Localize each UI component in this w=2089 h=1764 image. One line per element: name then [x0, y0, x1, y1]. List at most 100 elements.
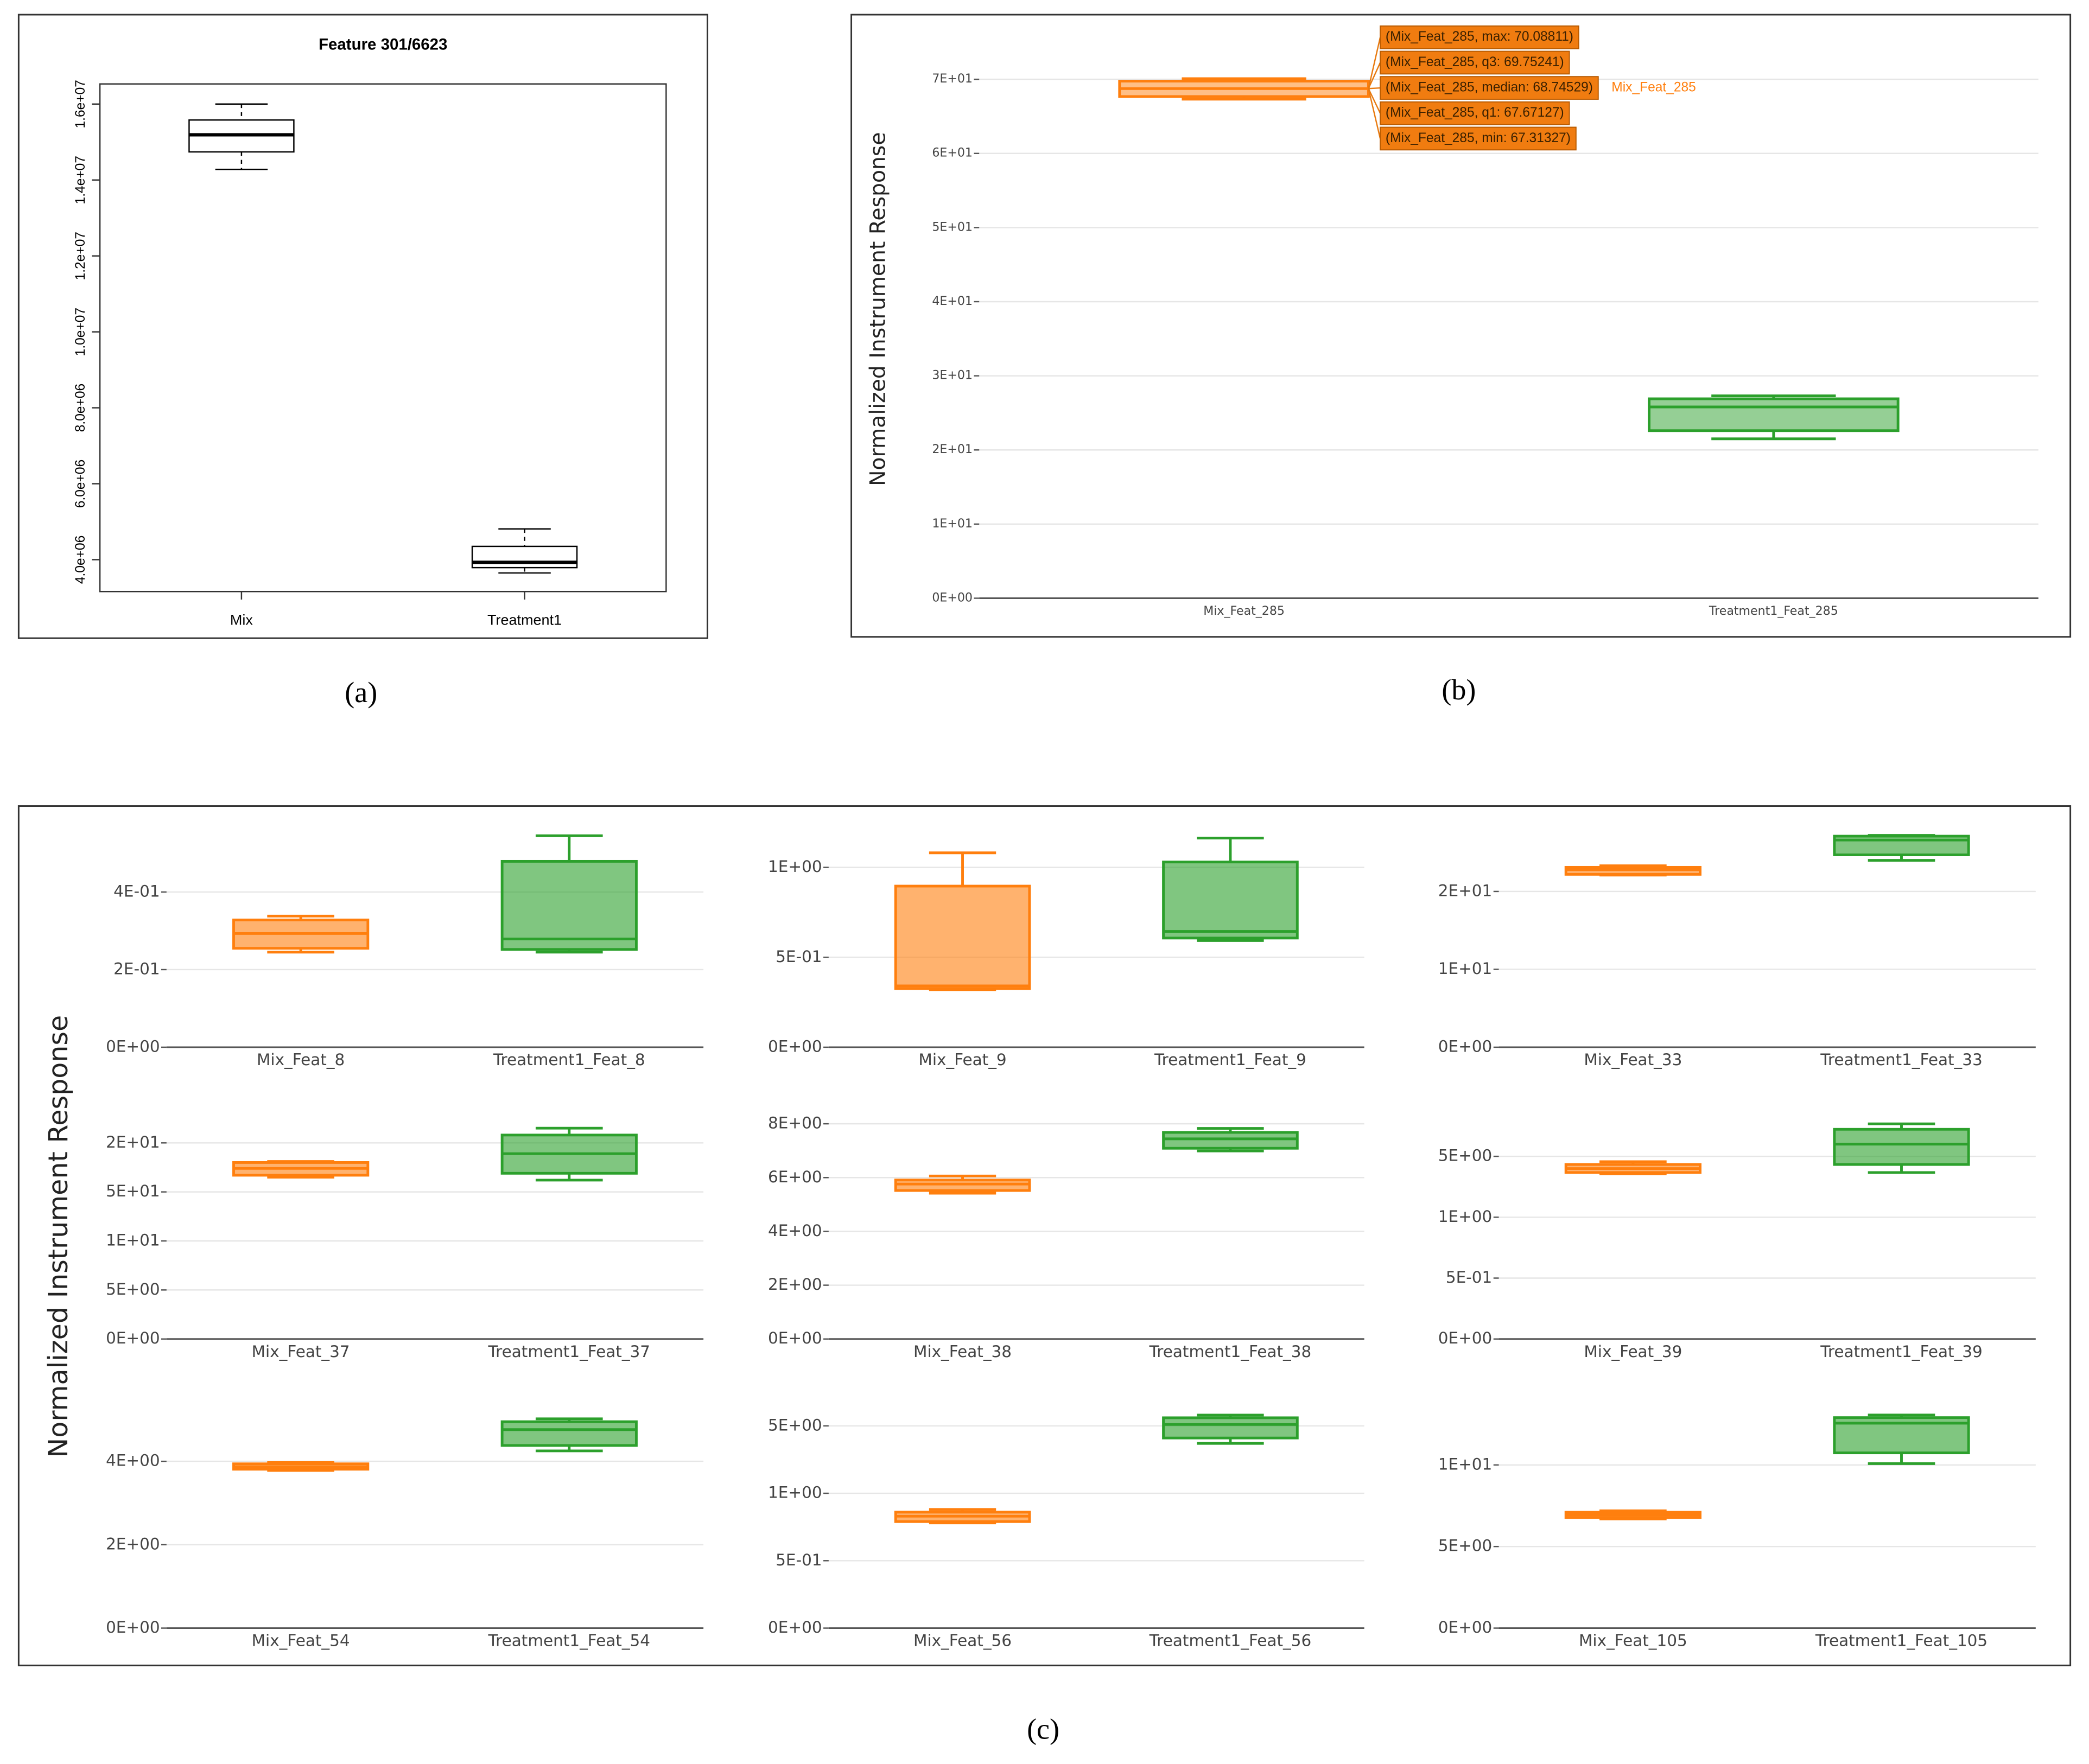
y-tick-label: 1E+01 [1438, 959, 1493, 978]
box [1648, 397, 1900, 432]
x-tick-label: Mix_Feat_37 [252, 1342, 350, 1361]
y-tick-label: 3E+01 [932, 368, 973, 383]
y-tick-label: 0E+00 [932, 590, 973, 604]
y-tick-label: 6E+00 [768, 1168, 822, 1186]
tooltip-text: (Mix_Feat_285, median: 68.74529) [1386, 80, 1593, 95]
y-tick-label: 5E+00 [1438, 1537, 1493, 1555]
y-tick-label: 2E+01 [1438, 881, 1493, 900]
y-tick-label: 1E+01 [106, 1231, 160, 1250]
y-tick-label: 0E+00 [106, 1329, 160, 1347]
y-tick-label: 2E+01 [932, 442, 973, 456]
x-tick-label: Mix_Feat_39 [1584, 1342, 1682, 1361]
y-tick-label: 5E+01 [106, 1182, 160, 1200]
y-tick-label: 1.6e+07 [73, 80, 88, 128]
y-tick-label: 8.0e+06 [73, 384, 88, 432]
y-tick-label: 4E+00 [768, 1221, 822, 1240]
y-tick-label: 0E+00 [1438, 1618, 1493, 1636]
y-tick-label: 4E-01 [113, 882, 160, 900]
x-tick-label: Mix_Feat_56 [913, 1632, 1012, 1650]
y-tick-label: 5E-01 [776, 947, 822, 966]
tooltip-connector [1368, 37, 1381, 89]
box [1162, 1416, 1299, 1440]
y-tick-label: 2E+01 [106, 1133, 160, 1151]
y-tick-label: 1.4e+07 [73, 156, 88, 204]
y-tick-label: 1E+01 [1438, 1455, 1493, 1473]
box [500, 859, 638, 951]
y-tick-label: 5E+00 [106, 1280, 160, 1298]
y-tick-label: 2E-01 [113, 959, 160, 978]
box [1162, 861, 1299, 940]
tooltip-box [1380, 126, 1577, 151]
x-tick-label: Mix_Feat_33 [1584, 1050, 1682, 1069]
y-tick-label: 0E+00 [106, 1037, 160, 1055]
y-tick-label: 2E+00 [106, 1534, 160, 1553]
tooltip-text: (Mix_Feat_285, min: 67.31327) [1386, 131, 1571, 145]
y-tick-label: 8E+00 [768, 1114, 822, 1132]
x-tick-label: Mix_Feat_8 [257, 1050, 345, 1069]
tooltip-box [1380, 25, 1579, 49]
tooltip-connector [1368, 88, 1381, 114]
box [1162, 1131, 1299, 1150]
panel-frame [17, 805, 2072, 1666]
y-tick-label: 4E+00 [106, 1451, 160, 1470]
tooltip-text: (Mix_Feat_285, max: 70.08811) [1386, 29, 1573, 44]
x-tick-label: Mix_Feat_105 [1579, 1632, 1687, 1650]
y-tick-label: 1E+00 [768, 857, 822, 876]
box [500, 1420, 638, 1447]
y-tick-label: 5E+00 [768, 1416, 822, 1434]
x-tick-label: Treatment1_Feat_33 [1820, 1050, 1983, 1069]
y-tick-label: 7E+01 [932, 72, 973, 86]
y-tick-label: 1.0e+07 [73, 308, 88, 356]
tooltip-text: (Mix_Feat_285, q3: 69.75241) [1386, 55, 1564, 69]
tooltip-box [1380, 76, 1599, 100]
y-tick-label: 5E-01 [776, 1551, 822, 1569]
plot-frame [99, 83, 667, 593]
box [894, 884, 1031, 990]
y-tick-label: 1E+00 [1438, 1207, 1493, 1226]
y-axis-label: Normalized Instrument Response [866, 132, 891, 486]
x-tick-label: Mix [230, 612, 253, 628]
y-tick-label: 0E+00 [768, 1329, 822, 1347]
caption: (c) [1027, 1712, 1059, 1745]
x-tick-label: Treatment1_Feat_285 [1709, 604, 1838, 618]
y-tick-label: 0E+00 [1438, 1037, 1493, 1055]
x-tick-label: Mix_Feat_9 [918, 1050, 1006, 1069]
x-tick-label: Mix_Feat_38 [913, 1342, 1012, 1361]
y-tick-label: 6E+01 [932, 146, 973, 160]
tooltip-text: (Mix_Feat_285, q1: 67.67127) [1386, 105, 1564, 120]
tooltip-connector [1368, 88, 1381, 139]
y-tick-label: 6.0e+06 [73, 460, 88, 508]
x-tick-label: Mix_Feat_54 [252, 1632, 350, 1650]
caption: (b) [1442, 673, 1476, 706]
x-tick-label: Treatment1_Feat_39 [1820, 1342, 1983, 1361]
panel-frame [17, 14, 708, 639]
tooltip-box [1380, 50, 1570, 75]
x-tick-label: Treatment1_Feat_9 [1154, 1050, 1306, 1069]
x-tick-label: Treatment1_Feat_8 [493, 1050, 645, 1069]
y-axis-label: Normalized Instrument Response [42, 1015, 74, 1458]
tooltip-box [1380, 101, 1570, 125]
y-tick-label: 5E+01 [932, 220, 973, 234]
y-tick-label: 0E+00 [1438, 1329, 1493, 1347]
tooltip-connector [1368, 62, 1381, 89]
x-tick-label: Treatment1_Feat_56 [1149, 1632, 1312, 1650]
y-tick-label: 1E+01 [932, 517, 973, 531]
y-tick-label: 4.0e+06 [73, 536, 88, 584]
y-tick-label: 1E+00 [768, 1483, 822, 1502]
y-tick-label: 1.2e+07 [73, 232, 88, 280]
y-tick-label: 5E+00 [1438, 1147, 1493, 1165]
y-tick-label: 5E-01 [1446, 1268, 1492, 1287]
y-tick-label: 0E+00 [768, 1037, 822, 1055]
x-tick-label: Treatment1 [487, 612, 562, 628]
y-tick-label: 4E+01 [932, 294, 973, 308]
x-tick-label: Treatment1_Feat_105 [1815, 1632, 1988, 1650]
x-tick-label: Treatment1_Feat_37 [488, 1342, 651, 1361]
box [471, 545, 578, 569]
y-tick-label: 0E+00 [106, 1618, 160, 1636]
panel-frame [850, 14, 2072, 638]
chart-title: Feature 301/6623 [319, 35, 447, 53]
box [1833, 1128, 1970, 1166]
x-tick-label: Treatment1_Feat_38 [1149, 1342, 1312, 1361]
